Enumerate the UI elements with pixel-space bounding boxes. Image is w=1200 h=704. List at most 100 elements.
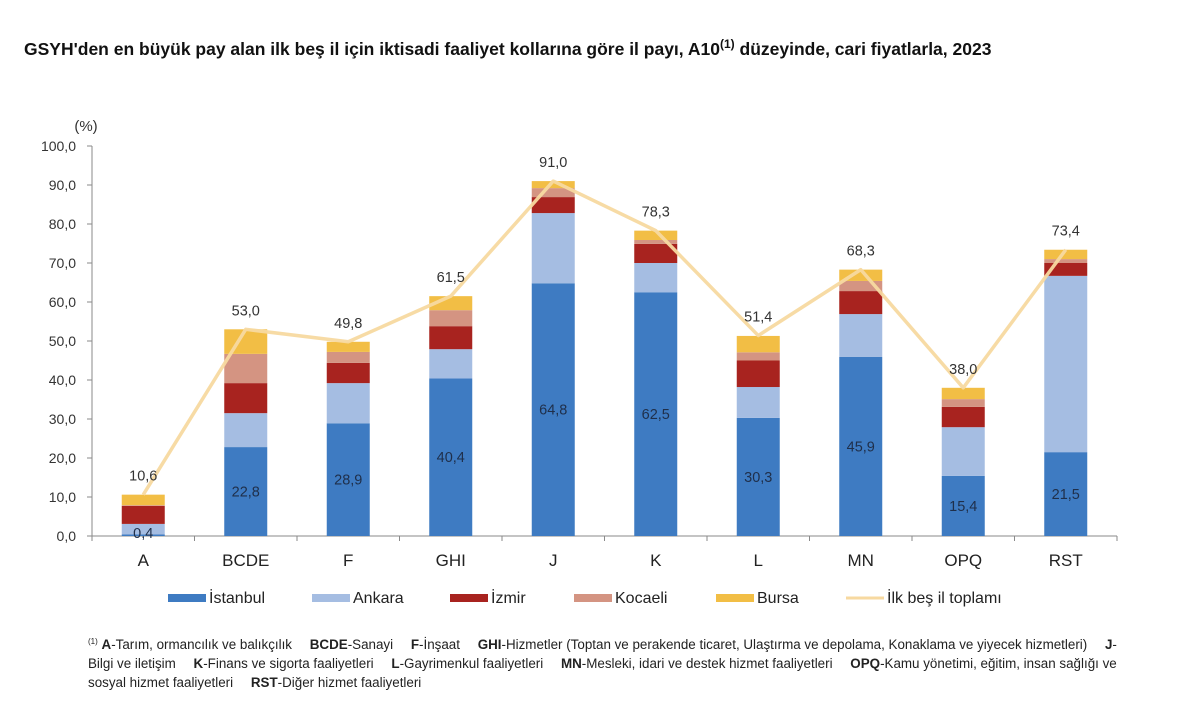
total-data-label: 49,8 xyxy=(334,316,362,332)
bar-segment-istanbul-a xyxy=(121,534,165,536)
istanbul-data-label: 30,3 xyxy=(744,470,772,486)
bar-segment-kocaeli-rst xyxy=(1044,259,1088,263)
legend-label: İlk beş il toplamı xyxy=(887,588,1002,607)
footnote-item: OPQ-Kamu yönetimi, eğitim, insan sağlığı… xyxy=(88,656,1117,690)
footnote-code: K xyxy=(193,656,204,672)
bar-segment-istanbul-ghi xyxy=(429,378,473,536)
total-data-label: 51,4 xyxy=(744,310,772,326)
footnote-code: GHI xyxy=(477,637,502,653)
bar-segment-bursa-bcde xyxy=(224,329,268,354)
footnote-marker: (1) xyxy=(88,637,98,646)
footnote-text: -Sanayi xyxy=(347,637,394,653)
legend-label: Bursa xyxy=(757,590,799,607)
bar-segment-kocaeli-l xyxy=(736,352,780,361)
y-tick-label: 50,0 xyxy=(49,333,76,349)
bar-segment-ankara-rst xyxy=(1044,275,1088,453)
bar-segment-ankara-bcde xyxy=(224,413,268,448)
bar-segment-ankara-j xyxy=(531,213,575,284)
legend-kocaeli: Kocaeli xyxy=(574,590,667,607)
bar-segment-kocaeli-k xyxy=(634,239,678,244)
bar-segment-ankara-a xyxy=(121,523,165,535)
bar-segment-kocaeli-ghi xyxy=(429,310,473,327)
y-tick-label: 100,0 xyxy=(41,138,76,154)
x-tick-label: F xyxy=(343,551,353,570)
legend-label: İzmir xyxy=(491,588,526,607)
legend-bursa: Bursa xyxy=(716,590,799,607)
x-tick-label: BCDE xyxy=(222,551,269,570)
total-line xyxy=(141,179,1068,496)
y-tick-label: 0,0 xyxy=(57,528,77,544)
bar-segment-bursa-j xyxy=(531,181,575,189)
footnote-code: RST xyxy=(250,675,278,691)
bar-segment-kocaeli-f xyxy=(326,351,370,363)
footnote-text: -Bilgi ve iletişim xyxy=(88,637,1117,672)
bar-segment-izmir-opq xyxy=(941,406,985,428)
footnote-text: -Hizmetler (Toptan ve perakende ticaret,… xyxy=(501,637,1088,653)
footnote-text: -Mesleki, idari ve destek hizmet faaliye… xyxy=(581,656,833,672)
istanbul-data-label: 62,5 xyxy=(642,407,670,423)
legend-swatch xyxy=(574,594,612,602)
istanbul-data-label: 45,9 xyxy=(847,439,875,455)
footnote-item: GHI-Hizmetler (Toptan ve perakende ticar… xyxy=(478,637,1088,652)
istanbul-data-label: 15,4 xyxy=(949,499,977,515)
footnote-text: -Gayrimenkul faaliyetleri xyxy=(399,656,544,672)
footnote-item: MN-Mesleki, idari ve destek hizmet faali… xyxy=(561,656,833,671)
y-tick-label: 60,0 xyxy=(49,294,76,310)
bar-segment-bursa-a xyxy=(121,494,165,506)
legend-swatch xyxy=(168,594,206,602)
bar-segment-bursa-l xyxy=(736,335,780,353)
footnote: (1) A-Tarım, ormancılık ve balıkçılık BC… xyxy=(88,632,1138,692)
bar-segment-ankara-opq xyxy=(941,427,985,476)
x-tick-label: L xyxy=(754,551,763,570)
istanbul-data-label: 21,5 xyxy=(1052,487,1080,503)
bar-segment-izmir-mn xyxy=(839,291,883,315)
bar-segment-izmir-l xyxy=(736,360,780,388)
title-main: GSYH'den en büyük pay alan ilk beş il iç… xyxy=(24,38,720,59)
total-data-label: 78,3 xyxy=(642,205,670,221)
title-footnote-ref: (1) xyxy=(719,37,735,51)
chart-title: GSYH'den en büyük pay alan ilk beş il iç… xyxy=(24,30,1184,63)
bar-segment-izmir-a xyxy=(121,505,165,524)
total-data-label: 68,3 xyxy=(847,244,875,260)
footnote-code: L xyxy=(391,656,400,672)
y-tick-label: 90,0 xyxy=(49,177,76,193)
bar-segment-istanbul-f xyxy=(326,423,370,536)
total-data-label: 38,0 xyxy=(949,362,977,378)
legend-swatch xyxy=(716,594,754,602)
bar-segment-bursa-opq xyxy=(941,387,985,400)
title-rest: düzeyinde, cari fiyatlarla, 2023 xyxy=(734,38,992,59)
footnote-text: -Diğer hizmet faaliyetleri xyxy=(277,675,422,691)
bar-segment-izmir-ghi xyxy=(429,326,473,350)
bar-segment-bursa-k xyxy=(634,230,678,240)
bar-segment-kocaeli-a xyxy=(121,505,165,506)
footnote-text: -Kamu yönetimi, eğitim, insan sağlığı ve… xyxy=(88,656,1117,691)
footnote-code: MN xyxy=(560,656,582,672)
legend-label: Ankara xyxy=(353,590,404,607)
bar-segment-kocaeli-j xyxy=(531,188,575,198)
footnote-code: F xyxy=(410,637,420,653)
istanbul-data-label: 64,8 xyxy=(539,403,567,419)
total-data-label: 61,5 xyxy=(437,270,465,286)
bar-segment-istanbul-rst xyxy=(1044,452,1088,536)
footnote-item: J-Bilgi ve iletişim xyxy=(88,637,1117,671)
total-data-label: 53,0 xyxy=(232,303,260,319)
y-tick-label: 70,0 xyxy=(49,255,76,271)
footnote-text: -İnşaat xyxy=(419,637,460,653)
y-tick-label: 10,0 xyxy=(49,489,76,505)
bar-segment-ankara-k xyxy=(634,263,678,293)
bar-segment-ankara-f xyxy=(326,383,370,424)
footnote-code: A xyxy=(101,637,112,653)
istanbul-data-label: 28,9 xyxy=(334,473,362,489)
footnote-code: J xyxy=(1104,637,1113,653)
bar-segment-istanbul-opq xyxy=(941,475,985,536)
total-data-label: 73,4 xyxy=(1052,224,1080,240)
legend-istanbul: İstanbul xyxy=(168,588,265,607)
bar-segment-kocaeli-opq xyxy=(941,399,985,407)
x-tick-label: MN xyxy=(848,551,874,570)
bar-segment-istanbul-bcde xyxy=(224,447,268,536)
x-tick-label: RST xyxy=(1049,551,1083,570)
footnote-text: -Finans ve sigorta faaliyetleri xyxy=(203,656,374,672)
legend-label: İstanbul xyxy=(209,588,265,607)
istanbul-data-label: 40,4 xyxy=(437,450,465,466)
y-tick-label: 80,0 xyxy=(49,216,76,232)
